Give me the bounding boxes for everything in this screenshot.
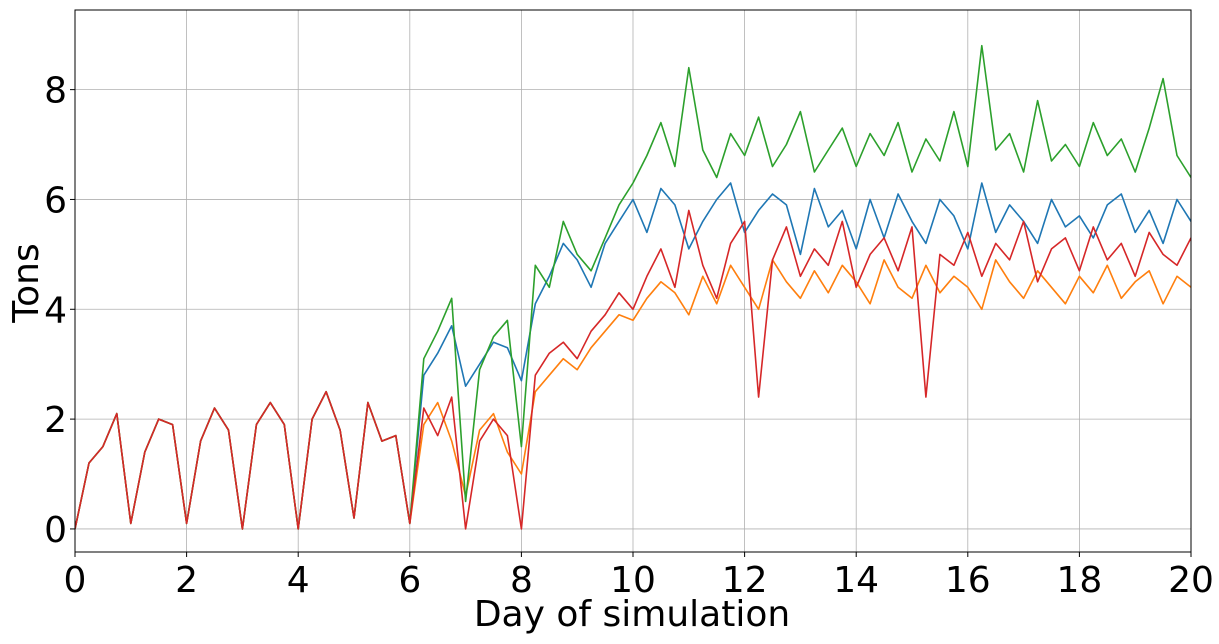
x-tick-label: 4 (287, 560, 310, 601)
x-tick-label: 6 (398, 560, 421, 601)
y-tick-label: 6 (44, 180, 67, 221)
x-tick-label: 10 (610, 560, 656, 601)
y-tick-label: 8 (44, 71, 67, 112)
x-tick-label: 20 (1168, 560, 1214, 601)
y-axis-ticks: 0 2 4 6 8 (44, 71, 75, 551)
x-tick-label: 14 (833, 560, 879, 601)
x-axis-label: Day of simulation (474, 594, 790, 635)
y-tick-label: 0 (44, 510, 67, 551)
y-tick-label: 4 (44, 290, 67, 331)
x-tick-label: 18 (1056, 560, 1102, 601)
series-line-4 (75, 209, 1191, 530)
x-tick-label: 16 (945, 560, 991, 601)
grid (74, 10, 1192, 552)
x-tick-label: 2 (175, 560, 198, 601)
x-tick-label: 8 (510, 560, 533, 601)
x-tick-label: 12 (722, 560, 768, 601)
y-tick-label: 2 (44, 400, 67, 441)
x-axis-ticks: 0 2 4 6 8 10 12 14 16 18 20 (64, 552, 1214, 601)
series-group (75, 44, 1191, 530)
x-tick-label: 0 (64, 560, 87, 601)
y-axis-label: Tons (6, 243, 47, 323)
